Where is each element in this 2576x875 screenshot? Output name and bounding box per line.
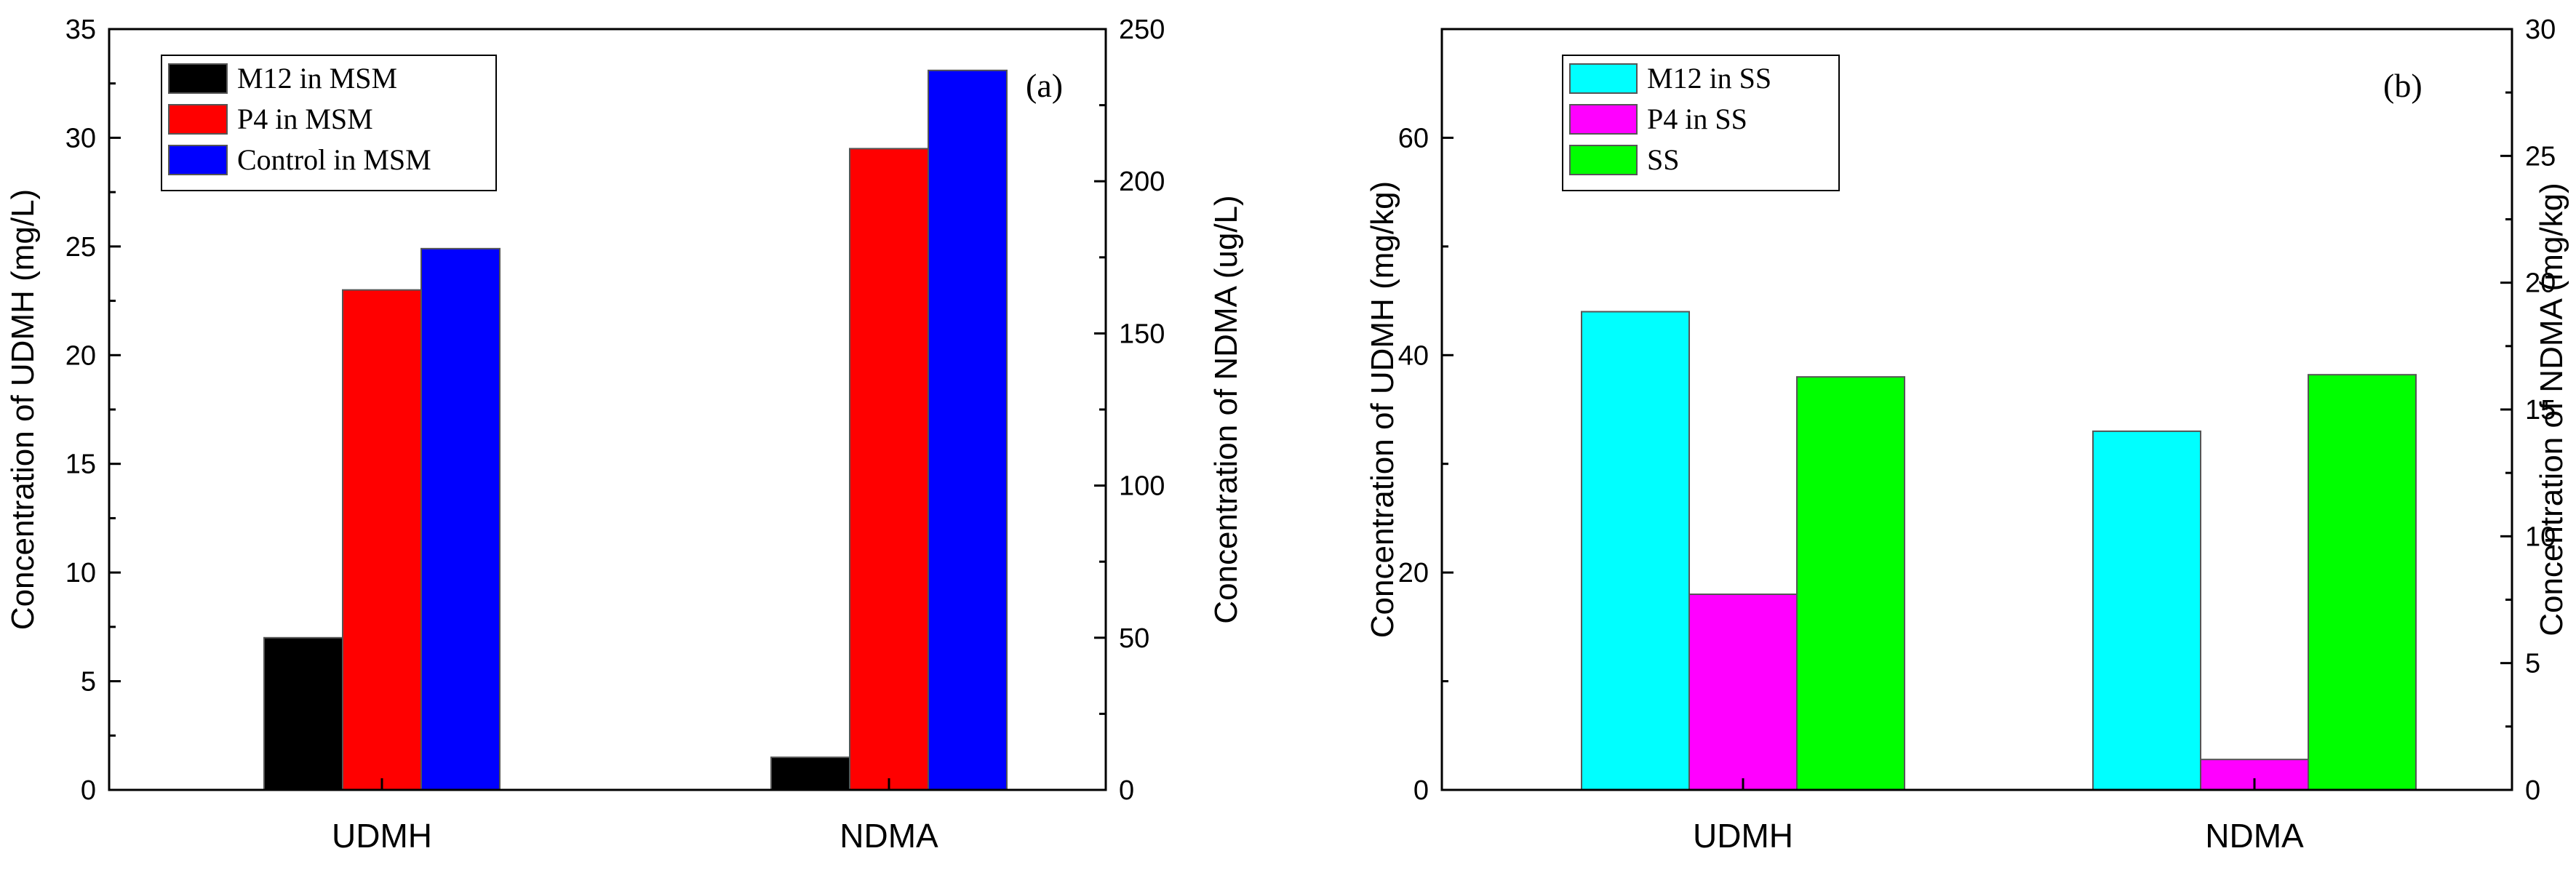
legend-label: M12 in SS	[1647, 62, 1771, 95]
y-right-axis-title: Concentration of NDMA (mg/kg)	[2534, 183, 2569, 636]
legend-swatch	[1569, 104, 1638, 135]
legend-swatch	[1569, 145, 1638, 175]
y-right-tick-label: 100	[1119, 471, 1165, 502]
y-tick-label: 5	[81, 667, 96, 698]
legend-swatch	[168, 63, 228, 94]
bar-ss-udmh	[1796, 376, 1905, 791]
panel-b: 0 20 40 60 0 5 10 15 20 25 30 UDMH NDMA Concentration…	[1365, 15, 2569, 855]
bar-p4-in-msm-ndma	[849, 148, 929, 791]
y-right-tick-label: 0	[1119, 775, 1134, 806]
y-right-tick-label: 150	[1119, 319, 1165, 349]
y-right-tick-label: 10	[2525, 522, 2556, 552]
y-right-tick-label: 50	[1119, 623, 1149, 654]
bar-ss-ndma	[2308, 374, 2417, 791]
y-tick-label: 10	[65, 558, 96, 588]
legend-label: P4 in MSM	[237, 103, 373, 135]
y-tick-label: 20	[1398, 558, 1429, 588]
bar-control-in-msm-ndma	[928, 69, 1008, 791]
bar-m12-in-msm-udmh	[263, 636, 343, 791]
x-category-label: NDMA	[2205, 817, 2304, 855]
panel-a: 0 5 10 15 20 25 30 35 0 50 100 150 200 250 UDMH NDMA Con…	[5, 15, 1244, 855]
y-tick-label: 35	[65, 15, 96, 45]
y-right-tick-label: 15	[2525, 395, 2556, 425]
y-right-axis-title: Concentration of NDMA (ug/L)	[1208, 195, 1244, 623]
legend-swatch	[1569, 63, 1638, 94]
legend-label: M12 in MSM	[237, 62, 397, 95]
y-right-tick-label: 25	[2525, 141, 2556, 172]
bar-control-in-msm-udmh	[420, 247, 501, 791]
bar-m12-in-ss-udmh	[1581, 311, 1690, 791]
y-axis-title: Concentration of UDMH (mg/kg)	[1365, 181, 1400, 638]
x-category-label: NDMA	[840, 817, 938, 855]
panel-label: (a)	[1026, 67, 1063, 104]
bar-p4-in-ss-udmh	[1688, 594, 1798, 791]
bar-p4-in-msm-udmh	[342, 289, 422, 791]
y-right-tick-label: 30	[2525, 15, 2556, 45]
y-right-tick-label: 0	[2525, 775, 2540, 806]
panel-label: (b)	[2383, 67, 2423, 104]
x-category-label: UDMH	[1693, 817, 1793, 855]
y-tick-label: 0	[1413, 775, 1429, 806]
legend-swatch	[168, 104, 228, 135]
y-tick-label: 30	[65, 123, 96, 153]
y-right-tick-label: 20	[2525, 268, 2556, 299]
bar-m12-in-ss-ndma	[2092, 430, 2201, 791]
y-tick-label: 25	[65, 232, 96, 263]
legend-swatch	[168, 145, 228, 175]
legend-label: Control in MSM	[237, 143, 431, 176]
y-right-tick-label: 250	[1119, 15, 1165, 45]
bar-m12-in-msm-ndma	[770, 756, 850, 791]
y-tick-label: 15	[65, 450, 96, 480]
y-tick-label: 40	[1398, 340, 1429, 371]
y-right-tick-label: 200	[1119, 167, 1165, 197]
legend-label: SS	[1647, 143, 1680, 176]
y-axis-title: Concentration of UDMH (mg/L)	[5, 189, 41, 630]
y-right-tick-label: 5	[2525, 649, 2540, 679]
y-tick-label: 20	[65, 340, 96, 371]
y-tick-label: 60	[1398, 123, 1429, 153]
x-category-label: UDMH	[332, 817, 432, 855]
y-tick-label: 0	[81, 775, 96, 806]
legend-label: P4 in SS	[1647, 103, 1747, 135]
